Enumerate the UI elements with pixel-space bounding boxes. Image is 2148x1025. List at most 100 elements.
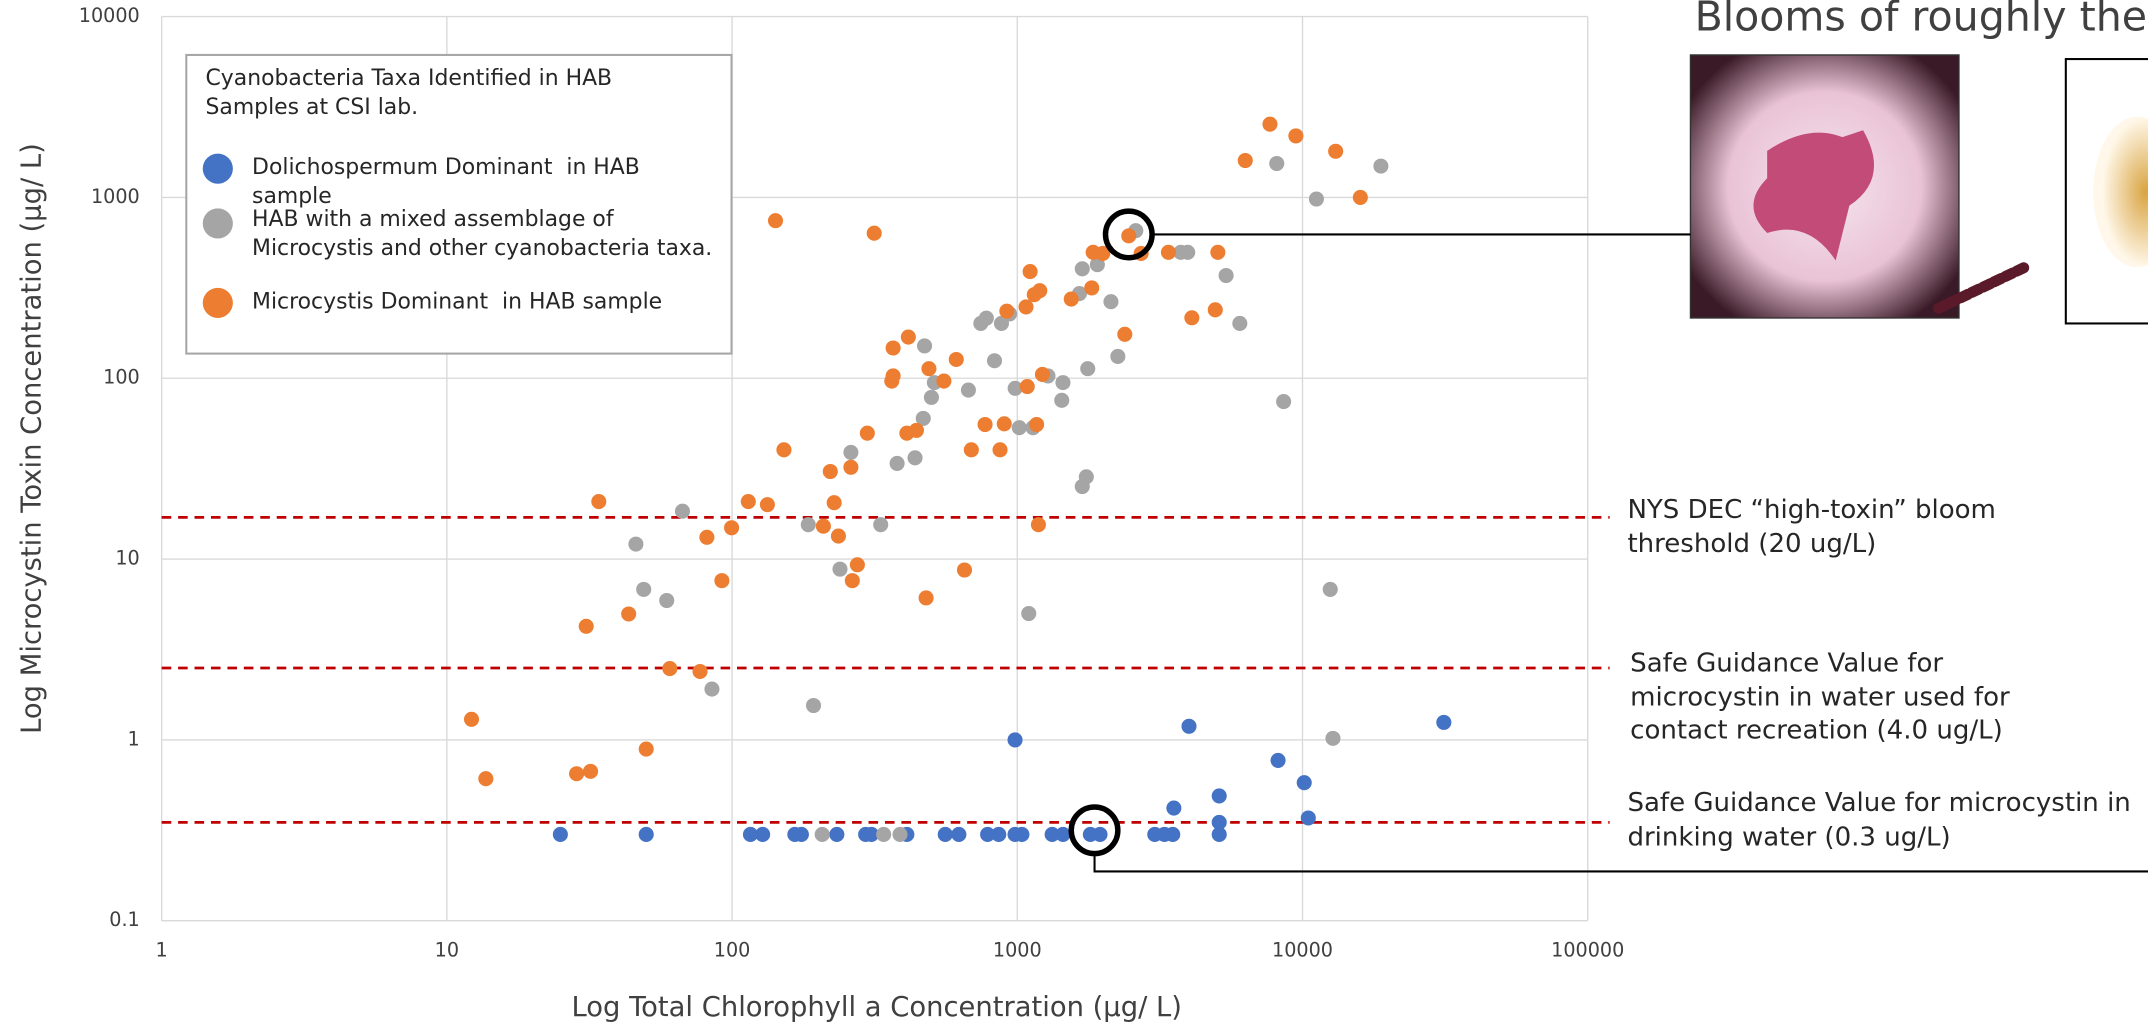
point [1238, 153, 1253, 168]
reference-label-box: Safe Guidance Value for microcystin in d… [1627, 786, 2148, 909]
point [1035, 367, 1050, 382]
point [755, 827, 770, 842]
point [1080, 361, 1095, 376]
point [860, 426, 875, 441]
point [1054, 393, 1069, 408]
point [1018, 299, 1033, 314]
reference-label: Safe Guidance Value for microcystin in w… [1630, 647, 2068, 748]
legend-title: Cyanobacteria Taxa Identified in HAB Sam… [205, 65, 712, 122]
point [1165, 827, 1180, 842]
x-tick-label: 100000 [1551, 938, 1624, 961]
point [892, 827, 907, 842]
point [794, 827, 809, 842]
point [815, 827, 830, 842]
point [850, 557, 865, 572]
point [901, 330, 916, 345]
point [1269, 156, 1284, 171]
point [464, 712, 479, 727]
point [957, 562, 972, 577]
point [938, 827, 953, 842]
point [1020, 379, 1035, 394]
y-tick-label: 100 [103, 366, 140, 389]
point [1262, 117, 1277, 132]
point [583, 764, 598, 779]
point [1092, 827, 1107, 842]
point [924, 390, 939, 405]
point [936, 374, 951, 389]
point [1328, 144, 1343, 159]
point [553, 827, 568, 842]
point [675, 504, 690, 519]
point [991, 827, 1006, 842]
point [949, 352, 964, 367]
point [1219, 268, 1234, 283]
point [776, 442, 791, 457]
point [636, 582, 651, 597]
point [816, 519, 831, 534]
point [639, 827, 654, 842]
point [873, 517, 888, 532]
point [768, 213, 783, 228]
x-tick-label: 10000 [1272, 938, 1333, 961]
point [921, 361, 936, 376]
point [591, 494, 606, 509]
legend-label: Dolichospermum Dominant in HAB sample [252, 154, 725, 211]
point [692, 664, 707, 679]
y-tick-label: 1 [128, 727, 140, 750]
point [659, 593, 674, 608]
point [827, 495, 842, 510]
point [1117, 327, 1132, 342]
point [831, 529, 846, 544]
point [1232, 316, 1247, 331]
reference-label: Safe Guidance Value for microcystin in d… [1627, 786, 2148, 854]
point [919, 590, 934, 605]
point [1180, 245, 1195, 260]
point [1297, 775, 1312, 790]
point [1184, 310, 1199, 325]
legend-marker [203, 208, 233, 238]
point [993, 442, 1008, 457]
point [628, 537, 643, 552]
point [1012, 420, 1027, 435]
point [1031, 517, 1046, 532]
y-tick-label: 10 [115, 547, 139, 570]
point [997, 416, 1012, 431]
point [917, 338, 932, 353]
y-tick-label: 0.1 [109, 908, 139, 931]
point [699, 530, 714, 545]
point [876, 827, 891, 842]
point [1121, 228, 1136, 243]
point [999, 304, 1014, 319]
point [961, 383, 976, 398]
y-tick-label: 1000 [91, 185, 140, 208]
point [1079, 469, 1094, 484]
point [1373, 159, 1388, 174]
point [1181, 719, 1196, 734]
point [1212, 815, 1227, 830]
point [886, 340, 901, 355]
x-axis-title: Log Total Chlorophyll a Concentration (µ… [572, 992, 1182, 1023]
point [1023, 264, 1038, 279]
photo-right [2066, 59, 2148, 323]
point [843, 460, 858, 475]
point [1075, 261, 1090, 276]
point [979, 311, 994, 326]
point [1276, 394, 1291, 409]
page: Blooms of roughly the Log Total Chloroph… [0, 0, 2148, 1025]
legend-title-box: Cyanobacteria Taxa Identified in HAB Sam… [205, 65, 712, 133]
point [845, 573, 860, 588]
point [1288, 128, 1303, 143]
point [478, 771, 493, 786]
point [806, 698, 821, 713]
point [1166, 800, 1181, 815]
x-tick-label: 10 [435, 938, 459, 961]
x-tick-label: 1000 [993, 938, 1042, 961]
point [569, 766, 584, 781]
point [1032, 283, 1047, 298]
point [951, 827, 966, 842]
point [1055, 827, 1070, 842]
point [1029, 417, 1044, 432]
point [724, 520, 739, 535]
point [909, 423, 924, 438]
legend-label-box: Microcystis Dominant in HAB sample [252, 288, 725, 356]
